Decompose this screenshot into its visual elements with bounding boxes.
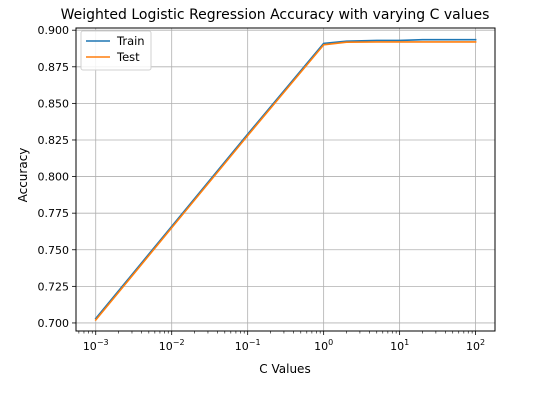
y-tick-label: 0.850 [38, 97, 70, 110]
x-tick-label: 102 [466, 338, 485, 353]
y-tick-label: 0.800 [38, 171, 70, 184]
x-tick-label: 10−1 [235, 338, 261, 353]
y-axis-label: Accuracy [16, 148, 30, 203]
grid-layer [76, 28, 495, 331]
series-line-test [94, 41, 477, 322]
x-tick-label: 10−3 [83, 338, 109, 353]
series-layer [94, 38, 477, 322]
legend-train-label: Train [116, 34, 145, 48]
x-tick-label: 100 [314, 338, 333, 353]
legend: Train Test [80, 30, 152, 71]
y-tick-label: 0.875 [38, 61, 70, 74]
y-tick-label: 0.725 [38, 280, 70, 293]
x-axis-label: C Values [259, 362, 310, 376]
x-tick-label: 101 [390, 338, 409, 353]
chart-title: Weighted Logistic Regression Accuracy wi… [61, 7, 490, 23]
ticks-layer: 10−3 10−2 10−1 100 101 102 0.700 0.725 0.750 0.77… [38, 24, 486, 353]
y-tick-label: 0.825 [38, 134, 70, 147]
x-tick-label: 10−2 [159, 338, 185, 353]
y-tick-label: 0.700 [38, 317, 70, 330]
y-tick-label: 0.775 [38, 207, 70, 220]
y-tick-label: 0.900 [38, 24, 70, 37]
plot-frame [75, 27, 496, 332]
legend-test-label: Test [116, 50, 140, 64]
y-tick-label: 0.750 [38, 244, 70, 257]
series-line-train [94, 38, 477, 320]
